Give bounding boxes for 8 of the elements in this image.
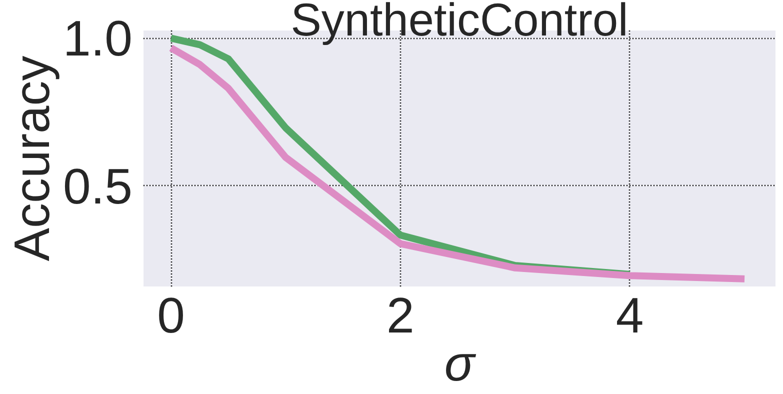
x-tick-label: 0: [157, 288, 185, 344]
x-tick-label: 2: [386, 288, 414, 344]
chart-title: SyntheticControl: [290, 0, 628, 46]
y-tick-label: 0.5: [62, 158, 133, 214]
x-axis-title: σ: [444, 336, 476, 392]
y-axis-title: Accuracy: [4, 56, 60, 262]
y-tick-label: 1.0: [62, 10, 133, 67]
x-tick-label: 4: [616, 288, 644, 344]
